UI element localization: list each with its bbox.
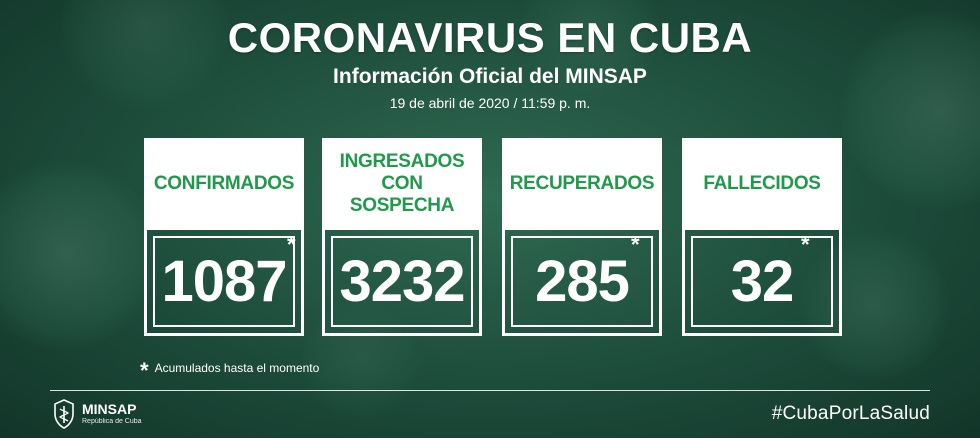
footnote-asterisk: * bbox=[140, 358, 149, 383]
card-value: 1087 bbox=[161, 248, 287, 314]
report-datetime: 19 de abril de 2020 / 11:59 p. m. bbox=[389, 95, 591, 111]
card-ingresados: INGRESADOS CON SOSPECHA 3232 bbox=[322, 138, 482, 336]
card-label: FALLECIDOS bbox=[703, 173, 821, 194]
card-label-box: RECUPERADOS bbox=[502, 138, 662, 230]
logo-name: MINSAP bbox=[82, 401, 137, 417]
stats-cards: CONFIRMADOS 1087 * INGRESADOS CON SOSPEC… bbox=[144, 138, 844, 336]
card-label: INGRESADOS CON SOSPECHA bbox=[339, 151, 465, 216]
card-value-box: 3232 bbox=[331, 236, 473, 327]
header: CORONAVIRUS EN CUBA Información Oficial … bbox=[0, 14, 980, 112]
card-value: 32 bbox=[730, 248, 795, 314]
card-value-frame: 1087 * bbox=[144, 230, 304, 336]
card-value-frame: 3232 bbox=[322, 230, 482, 336]
virus-decoration bbox=[0, 160, 160, 350]
card-value: 285 bbox=[535, 248, 630, 314]
page-subtitle: Información Oficial del MINSAP bbox=[333, 65, 647, 88]
asterisk-mark: * bbox=[287, 232, 296, 257]
hashtag: #CubaPorLaSalud bbox=[771, 403, 930, 424]
footnote-text: Acumulados hasta el momento bbox=[154, 361, 320, 375]
asterisk-mark: * bbox=[631, 232, 640, 257]
card-label-box: FALLECIDOS bbox=[682, 138, 842, 230]
minsap-emblem-icon bbox=[54, 399, 74, 429]
card-value: 3232 bbox=[339, 248, 465, 314]
card-label: CONFIRMADOS bbox=[153, 173, 295, 194]
card-value-frame: 32 * bbox=[682, 230, 842, 336]
card-label: RECUPERADOS bbox=[509, 173, 655, 194]
card-value-box: 285 bbox=[511, 236, 653, 327]
card-value-frame: 285 * bbox=[502, 230, 662, 336]
card-value-box: 32 bbox=[691, 236, 833, 327]
asterisk-mark: * bbox=[801, 232, 810, 257]
card-recuperados: RECUPERADOS 285 * bbox=[502, 138, 662, 336]
footer-divider bbox=[50, 390, 930, 391]
logo-subtitle: República de Cuba bbox=[82, 418, 142, 425]
logo-text: MINSAP República de Cuba bbox=[82, 402, 142, 426]
card-confirmados: CONFIRMADOS 1087 * bbox=[144, 138, 304, 336]
card-fallecidos: FALLECIDOS 32 * bbox=[682, 138, 842, 336]
page-title: CORONAVIRUS EN CUBA bbox=[227, 14, 753, 61]
card-label-box: INGRESADOS CON SOSPECHA bbox=[322, 138, 482, 230]
card-label-box: CONFIRMADOS bbox=[144, 138, 304, 230]
virus-decoration bbox=[300, 300, 420, 420]
card-value-box: 1087 bbox=[153, 236, 295, 327]
minsap-logo: MINSAP República de Cuba bbox=[52, 398, 142, 430]
footnote: * Acumulados hasta el momento bbox=[140, 360, 320, 382]
virus-decoration bbox=[800, 230, 950, 380]
